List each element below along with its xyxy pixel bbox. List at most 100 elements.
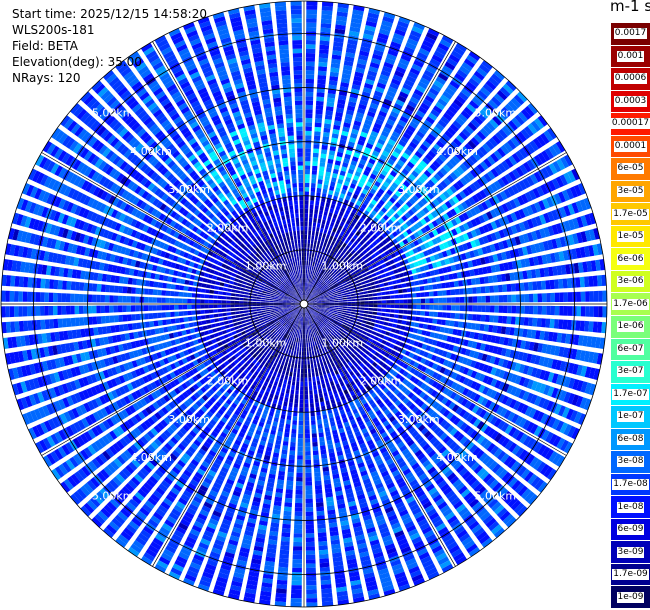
range-gate-cell <box>598 306 603 318</box>
range-gate-cell <box>415 286 421 292</box>
range-gate-cell <box>502 294 508 303</box>
range-gate-cell <box>390 295 395 299</box>
range-gate-cell <box>310 295 314 299</box>
range-gate-cell <box>317 240 321 246</box>
range-gate-cell <box>413 22 426 31</box>
range-gate-cell <box>401 111 411 120</box>
range-gate-cell <box>313 218 317 223</box>
range-gate-cell <box>356 237 362 243</box>
range-gate-cell <box>473 70 485 81</box>
range-gate-cell <box>277 479 285 485</box>
range-gate-cell <box>362 123 371 130</box>
range-gate-cell <box>281 449 288 455</box>
range-gate-cell <box>285 357 289 363</box>
range-gate-cell <box>324 114 333 120</box>
range-gate-cell <box>365 115 374 122</box>
range-gate-cell <box>475 277 481 285</box>
range-gate-cell <box>437 119 447 128</box>
range-gate-cell <box>345 149 353 156</box>
range-gate-cell <box>294 515 303 521</box>
range-gate-cell <box>352 258 358 263</box>
range-gate-cell <box>306 260 309 266</box>
range-gate-cell <box>377 300 382 304</box>
range-gate-cell <box>416 292 421 298</box>
range-gate-cell <box>464 143 474 153</box>
range-gate-cell <box>322 215 327 221</box>
range-gate-cell <box>314 262 318 267</box>
range-gate-cell <box>397 187 405 194</box>
range-gate-cell <box>439 39 452 48</box>
range-gate-cell <box>480 314 486 322</box>
range-gate-cell <box>338 302 343 304</box>
range-gate-cell <box>502 83 514 95</box>
range-gate-cell <box>499 86 511 98</box>
range-gate-cell <box>309 213 313 218</box>
range-gate-cell <box>333 268 338 274</box>
range-gate-cell <box>305 295 308 300</box>
range-gate-cell <box>541 305 547 315</box>
range-gate-cell <box>307 234 311 240</box>
range-gate-cell <box>359 295 365 298</box>
range-gate-cell <box>326 273 330 279</box>
range-gate-cell <box>305 472 312 478</box>
range-gate-cell <box>319 254 323 260</box>
range-gate-cell <box>334 307 339 310</box>
range-gate-cell <box>328 80 338 86</box>
range-gate-cell <box>306 585 317 590</box>
range-gate-cell <box>343 180 350 187</box>
range-gate-cell <box>334 223 339 229</box>
range-gate-cell <box>316 96 325 102</box>
range-gate-cell <box>350 22 362 29</box>
range-gate-cell <box>315 371 319 377</box>
range-gate-cell <box>296 468 303 473</box>
range-gate-cell <box>429 163 438 172</box>
range-gate-cell <box>357 285 363 289</box>
range-gate-cell <box>313 292 318 296</box>
range-gate-cell <box>323 180 330 186</box>
range-gate-cell <box>418 127 428 135</box>
range-gate-cell <box>326 435 332 441</box>
range-gate-cell <box>541 318 546 328</box>
range-gate-cell <box>326 167 332 173</box>
range-gate-cell <box>301 360 304 365</box>
range-gate-cell <box>420 123 430 132</box>
range-gate-cell <box>294 363 298 369</box>
range-gate-cell <box>314 235 318 241</box>
range-gate-cell <box>383 11 396 20</box>
range-gate-cell <box>295 498 303 504</box>
range-gate-cell <box>458 131 468 141</box>
range-gate-cell <box>322 387 327 393</box>
range-gate-cell <box>338 306 343 308</box>
range-gate-cell <box>484 286 490 294</box>
range-gate-cell <box>318 393 324 398</box>
range-gate-cell <box>318 66 327 72</box>
range-gate-cell <box>333 297 339 299</box>
range-gate-cell <box>476 112 487 122</box>
range-gate-cell <box>346 105 356 112</box>
range-gate-cell <box>309 274 312 279</box>
range-gate-cell <box>325 267 330 273</box>
range-gate-cell <box>322 282 327 287</box>
range-gate-cell <box>305 104 313 110</box>
range-gate-cell <box>304 226 308 231</box>
range-gate-cell <box>545 280 551 290</box>
range-gate-cell <box>305 291 306 296</box>
range-gate-cell <box>359 313 364 317</box>
range-gate-cell <box>339 231 345 237</box>
range-gate-cell <box>305 156 311 162</box>
range-gate-cell <box>332 227 337 233</box>
range-gate-cell <box>528 317 533 327</box>
range-gate-cell <box>319 245 323 251</box>
range-gate-cell <box>341 312 347 315</box>
range-gate-cell <box>323 211 328 216</box>
range-gate-cell <box>295 342 298 347</box>
range-gate-cell <box>347 252 353 258</box>
range-gate-cell <box>455 297 460 303</box>
range-gate-cell <box>359 246 365 252</box>
range-gate-cell <box>284 428 290 433</box>
range-gate-cell <box>407 310 412 315</box>
range-gate-cell <box>305 541 315 547</box>
range-gate-cell <box>329 185 335 191</box>
range-gate-cell <box>387 322 393 327</box>
